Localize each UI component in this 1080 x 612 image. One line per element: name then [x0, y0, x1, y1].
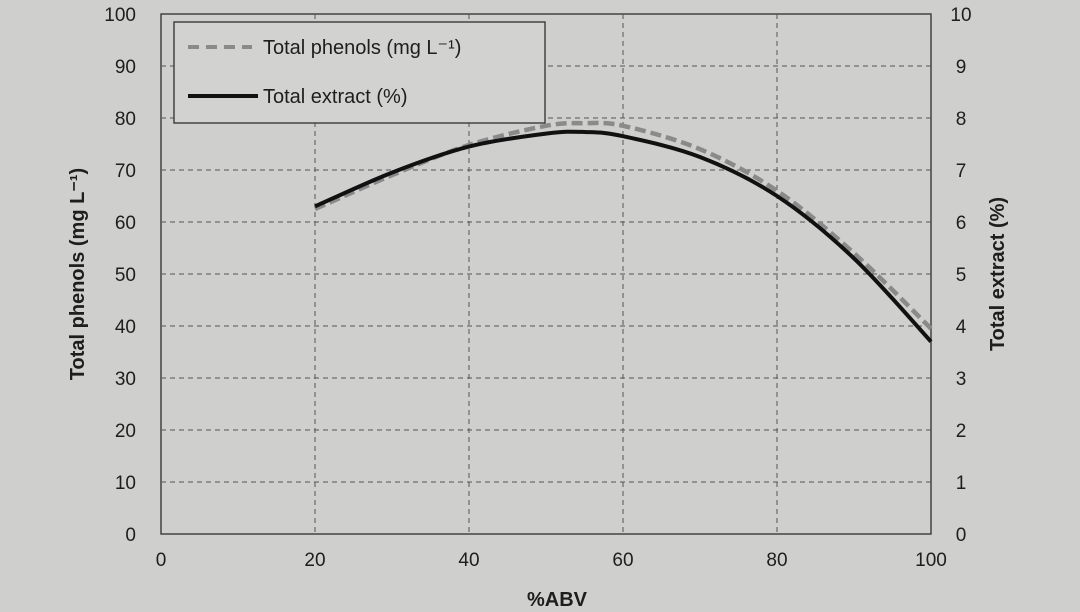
y-right-tick-label: 5: [956, 265, 967, 286]
y-left-tick-label: 60: [115, 213, 136, 234]
y-left-tick-label: 70: [115, 161, 136, 182]
legend-label-phenols: Total phenols (mg L⁻¹): [263, 37, 461, 59]
y-right-tick-label: 7: [956, 161, 967, 182]
y-left-tick-label: 20: [115, 421, 136, 442]
y-left-tick-label: 50: [115, 265, 136, 286]
y-left-tick-label: 100: [104, 5, 136, 26]
y-axis-title-left: Total phenols (mg L⁻¹): [67, 168, 89, 380]
x-tick-label: 100: [915, 550, 947, 571]
y-left-tick-label: 0: [125, 525, 136, 546]
y-left-tick-label: 80: [115, 109, 136, 130]
tick-labels: 0 20 40 60 80 100 0 10 20 30 40 50 60 70 80 90 100 0 1 2 3 4 5…: [104, 5, 971, 571]
x-tick-label: 40: [458, 550, 479, 571]
x-tick-label: 0: [156, 550, 167, 571]
series-line-total-extract: [314, 129, 933, 343]
y-right-tick-label: 10: [950, 5, 971, 26]
y-right-tick-label: 6: [956, 213, 967, 234]
y-right-tick-label: 0: [956, 525, 967, 546]
y-right-tick-label: 8: [956, 109, 967, 130]
x-axis-title: %ABV: [527, 589, 588, 607]
y-left-tick-label: 30: [115, 369, 136, 390]
series-layer: [314, 120, 933, 343]
y-left-tick-label: 90: [115, 57, 136, 78]
x-tick-label: 80: [766, 550, 787, 571]
y-right-tick-label: 3: [956, 369, 967, 390]
legend-box: [173, 21, 546, 124]
x-tick-label: 60: [612, 550, 633, 571]
y-right-tick-label: 1: [956, 473, 967, 494]
y-left-tick-label: 10: [115, 473, 136, 494]
x-tick-label: 20: [304, 550, 325, 571]
y-right-tick-label: 2: [956, 421, 967, 442]
y-axis-title-right: Total extract (%): [987, 197, 1009, 351]
legend: Total phenols (mg L⁻¹) Total extract (%): [173, 21, 546, 124]
y-right-tick-label: 4: [956, 317, 967, 338]
legend-label-extract: Total extract (%): [263, 86, 407, 108]
grid-lines: [161, 14, 931, 534]
y-left-tick-label: 40: [115, 317, 136, 338]
y-right-tick-label: 9: [956, 57, 967, 78]
